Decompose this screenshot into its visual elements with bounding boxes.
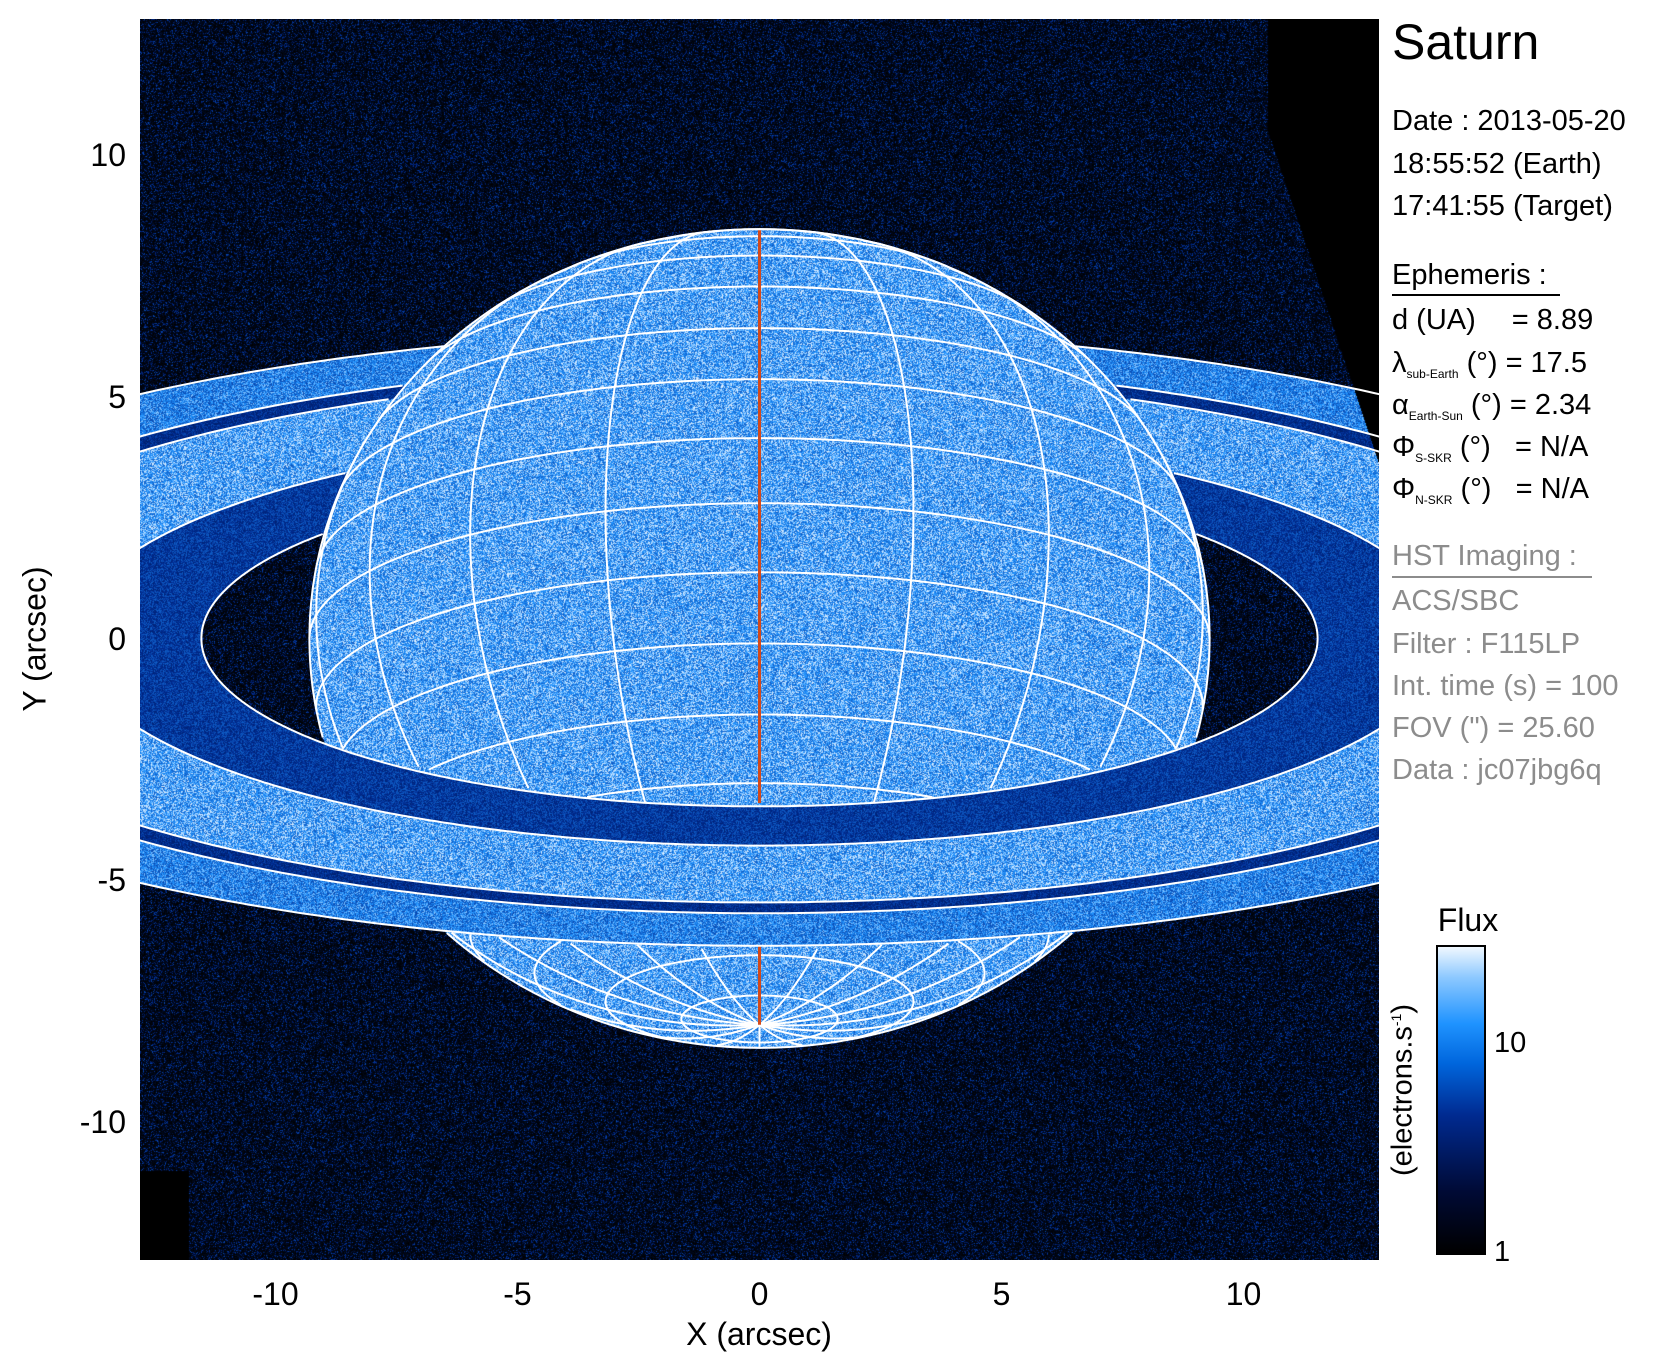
ephemeris-underline	[1392, 294, 1560, 296]
data-id: Data : jc07jbg6q	[1392, 753, 1602, 787]
colorbar-label: (electrons.s-1)	[1387, 1004, 1420, 1176]
phi-s-subscript: S-SKR	[1415, 451, 1452, 465]
y-tick-label: -5	[98, 864, 126, 896]
phi-n-value: (°) = N/A	[1461, 473, 1589, 505]
planet-title: Saturn	[1392, 14, 1539, 70]
x-tick-label: -10	[252, 1278, 298, 1310]
filter: Filter : F115LP	[1392, 627, 1580, 661]
colorbar-label-exponent: -1	[1388, 1014, 1404, 1026]
longitude-line	[954, 270, 1149, 766]
colorbar	[1436, 945, 1486, 1255]
x-axis-label: X (arcsec)	[686, 1316, 832, 1353]
y-tick-label: 5	[108, 381, 126, 413]
longitude-line	[452, 933, 760, 1026]
colorbar-label-text: (electrons.s	[1387, 1026, 1419, 1176]
distance-label: d (UA)	[1392, 304, 1476, 336]
instrument: ACS/SBC	[1392, 584, 1519, 618]
phi-symbol: Φ	[1392, 473, 1415, 505]
lambda-symbol: λ	[1392, 347, 1407, 379]
longitude-line	[370, 270, 565, 766]
ring-ellipse	[1196, 534, 1317, 639]
colorbar-label-close: )	[1387, 1004, 1419, 1014]
phi-n-subscript: N-SKR	[1415, 493, 1452, 507]
longitude-line	[760, 933, 1068, 1026]
time-target: 17:41:55 (Target)	[1392, 189, 1613, 223]
y-axis-label: Y (arcsec)	[17, 566, 54, 711]
ephemeris-header: Ephemeris :	[1392, 258, 1547, 292]
x-tick-label: 10	[1226, 1278, 1262, 1310]
ring-ellipse	[1075, 346, 1379, 638]
hst-underline	[1392, 576, 1592, 578]
y-tick-label: 10	[90, 139, 126, 171]
ephemeris-s-skr: ΦS-SKR (°) = N/A	[1392, 430, 1588, 475]
alpha-value: (°) = 2.34	[1471, 389, 1591, 421]
lambda-subscript: sub-Earth	[1407, 367, 1459, 381]
integration-time: Int. time (s) = 100	[1392, 669, 1618, 703]
x-tick-label: 5	[993, 1278, 1011, 1310]
ephemeris-distance: d (UA) = 8.89	[1392, 303, 1593, 337]
x-tick-label: -5	[503, 1278, 531, 1310]
longitude-line	[637, 945, 759, 1025]
ephemeris-n-skr: ΦN-SKR (°) = N/A	[1392, 472, 1589, 517]
time-earth: 18:55:52 (Earth)	[1392, 147, 1602, 181]
grid-overlay	[140, 19, 1379, 1260]
y-tick-label: -10	[80, 1106, 126, 1138]
longitude-line	[760, 945, 882, 1025]
colorbar-tick-1: 1	[1494, 1236, 1510, 1269]
ring-ellipse	[1174, 473, 1379, 638]
x-tick-label: 0	[751, 1278, 769, 1310]
hst-header: HST Imaging :	[1392, 539, 1577, 573]
ephemeris-latitude: λsub-Earth (°) = 17.5	[1392, 346, 1587, 391]
ephemeris-phase: αEarth-Sun (°) = 2.34	[1392, 388, 1591, 433]
colorbar-tick-10: 10	[1494, 1027, 1526, 1060]
field-of-view: FOV (") = 25.60	[1392, 711, 1595, 745]
colorbar-title: Flux	[1438, 902, 1498, 939]
distance-value: = 8.89	[1512, 304, 1593, 336]
lambda-value: (°) = 17.5	[1467, 347, 1587, 379]
date: Date : 2013-05-20	[1392, 104, 1626, 138]
alpha-symbol: α	[1392, 389, 1409, 421]
phi-symbol: Φ	[1392, 431, 1415, 463]
y-tick-label: 0	[108, 623, 126, 655]
alpha-subscript: Earth-Sun	[1409, 409, 1463, 423]
phi-s-value: (°) = N/A	[1460, 431, 1588, 463]
saturn-image-plot	[140, 19, 1379, 1260]
